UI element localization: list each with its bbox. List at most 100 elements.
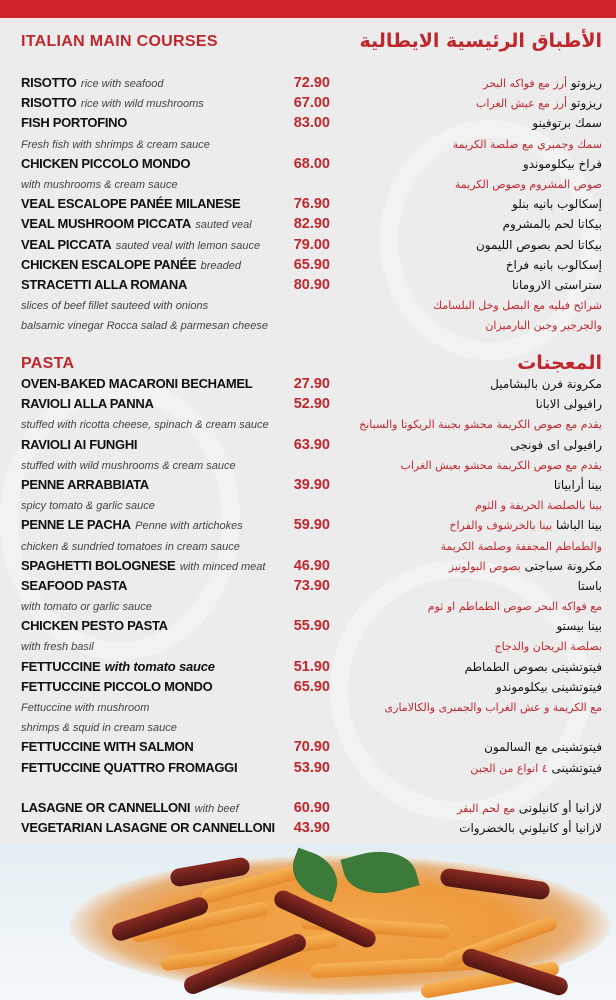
arabic-description: بصلصة الريحان والدجاج: [494, 640, 603, 654]
spacer: [21, 778, 602, 798]
pasta-photo: [0, 845, 616, 1000]
item-description: slices of beef fillet sauteed with onion…: [21, 300, 209, 313]
item-name-arabic: مكرونة سباجتى بصوص البولونيز: [449, 556, 602, 577]
arabic-name: بينا أرابياتا: [553, 477, 602, 492]
item-name: SEAFOOD PASTA: [21, 577, 128, 593]
arabic-name: ريزوتو: [570, 76, 602, 90]
arabic-name: إسكالوب بانيه بنلو: [512, 197, 602, 212]
menu-item: FETTUCCINE PICCOLO MONDO 65.90 فيتوتشينى ب…: [21, 677, 602, 697]
item-name: CHICKEN PICCOLO MONDO: [21, 155, 191, 171]
item-note: stuffed with wild mushrooms & cream sauc…: [21, 455, 602, 475]
arabic-description: بينا بالصلصة الحريفة و الثوم: [474, 499, 602, 513]
item-price: 59.90: [293, 517, 330, 534]
item-price: 70.90: [293, 739, 330, 756]
item-price: 63.90: [293, 436, 330, 453]
item-price: 43.90: [293, 820, 330, 837]
item-note: with tomato or garlic sauce مع فواكه البح…: [21, 596, 602, 616]
arabic-name: فيتوتشينى بيكلوموندو: [495, 679, 602, 694]
menu-item: CHICKEN ESCALOPE PANÉE breaded 65.90 إسكال…: [21, 255, 602, 275]
arabic-name: فيتوتشينى بصوص الطماطم: [464, 659, 602, 674]
item-name-arabic: فيتوتشينى مع السالمون: [484, 737, 602, 757]
item-price: 79.00: [293, 236, 330, 253]
top-red-bar: [0, 0, 616, 18]
item-note: with mushrooms & cream sauce صوص المشروم …: [21, 174, 602, 194]
item-description: Fettuccine with mushroom: [21, 702, 150, 714]
item-description: breaded: [200, 259, 242, 272]
item-note: chicken & sundried tomatoes in cream sau…: [21, 536, 602, 556]
item-price: 80.90: [293, 276, 330, 293]
menu-item: VEAL PICCATA sauted veal with lemon sauc…: [21, 235, 602, 255]
item-name: STRACETTI ALLA ROMANA: [21, 276, 188, 292]
item-name-arabic: فراخ بيكلوموندو: [523, 154, 602, 174]
item-name-arabic: فيتوتشينى بيكلوموندو: [496, 677, 602, 697]
item-price: 39.90: [293, 476, 330, 493]
item-name-arabic: يقدم مع صوص الكريمة محشو بجبنة الريكوتا …: [359, 414, 602, 435]
menu-item: RAVIOLI AI FUNGHI 63.90 رافيولى اى فونجى: [21, 435, 602, 455]
item-note: spicy tomato & garlic sauce بينا بالصلصة …: [21, 495, 602, 515]
item-price: 65.90: [293, 256, 330, 273]
menu-item: SEAFOOD PASTA 73.90 باستا: [21, 576, 602, 596]
item-description: Penne with artichokes: [135, 520, 243, 533]
item-name: RISOTTO: [21, 75, 77, 90]
item-name-arabic: سمك وجمبري مع صلصة الكريمة: [453, 134, 602, 155]
item-note: Fettuccine with mushroom مع الكريمة و عش …: [21, 697, 602, 717]
item-price: 73.90: [293, 577, 330, 594]
arabic-name: ستراستى الارومانا: [512, 277, 602, 292]
item-description: with fresh basil: [21, 641, 94, 654]
arabic-description: يقدم مع صوص الكريمة محشو بعيش الغراب: [400, 458, 602, 472]
item-description: rice with seafood: [80, 78, 164, 90]
item-name: RAVIOLI ALLA PANNA: [21, 396, 154, 412]
item-name: CHICKEN ESCALOPE PANÉE: [21, 256, 197, 272]
arabic-description: ٤ انواع من الجبن: [470, 761, 548, 775]
item-name-arabic: والطماطم المجففة وصلصة الكريمة: [440, 536, 602, 557]
item-description: Fresh fish with shrimps & cream sauce: [21, 138, 210, 151]
item-name-arabic: والجرجير وجبن البارميزان: [485, 315, 602, 336]
item-description: chicken & sundried tomatoes in cream sau…: [21, 540, 240, 553]
arabic-description: بصوص البولونيز: [448, 559, 521, 573]
item-name-arabic: شرائح فيليه مع البصل وخل البلسامك: [433, 295, 602, 316]
item-name-arabic: فيتوتشينى ٤ انواع من الجبن: [470, 758, 602, 779]
menu-item: VEAL ESCALOPE PANÉE MILANESE 76.90 إسكالوب…: [21, 194, 602, 214]
item-description: balsamic vinegar Rocca salad & parmesan …: [21, 320, 269, 333]
item-name: FETTUCCINE PICCOLO MONDO: [21, 678, 213, 694]
item-name-arabic: ريزوتو أرز مع فواكه البحر: [483, 73, 602, 94]
menu-item: STRACETTI ALLA ROMANA 80.90 ستراستى الاروم…: [21, 275, 602, 295]
item-name: FETTUCCINE WITH SALMON: [21, 739, 194, 755]
item-name-arabic: بينا الباشا بينا بالخرشوف والفراخ: [449, 515, 602, 536]
item-description: spicy tomato & garlic sauce: [21, 500, 155, 513]
arabic-description: أرز مع فواكه البحر: [483, 77, 568, 90]
arabic-name: فيتوتشينى: [551, 760, 602, 775]
menu-item: FISH PORTOFINO 83.00 سمك برتوفينو: [21, 113, 602, 133]
arabic-description: يقدم مع صوص الكريمة محشو بجبنة الريكوتا …: [359, 418, 602, 432]
item-name: FETTUCCINE: [21, 658, 101, 674]
item-note: stuffed with ricotta cheese, spinach & c…: [21, 414, 602, 434]
arabic-name: بيكاتا لحم بالمشروم: [502, 217, 602, 232]
item-name-arabic: سمك برتوفينو: [532, 113, 602, 133]
item-description: stuffed with ricotta cheese, spinach & c…: [21, 419, 269, 432]
item-price: 46.90: [293, 557, 330, 574]
item-name: PENNE ARRABBIATA: [21, 476, 149, 492]
arabic-description: صوص المشروم وصوص الكريمة: [454, 177, 602, 191]
item-price: 60.90: [293, 799, 330, 816]
arabic-name: رافيولى اى فونجى: [510, 437, 602, 452]
item-name-arabic: لازانيا أو كانيلونى مع لحم البقر: [457, 798, 602, 819]
item-price: 67.00: [293, 95, 330, 112]
item-name: FISH PORTOFINO: [21, 115, 128, 131]
arabic-name: بيكاتا لحم بصوص الليمون: [475, 237, 602, 252]
item-note: balsamic vinegar Rocca salad & parmesan …: [21, 315, 602, 335]
arabic-description: والجرجير وجبن البارميزان: [485, 319, 602, 333]
item-name: VEGETARIAN LASAGNE OR CANNELLONI: [21, 820, 275, 836]
item-name-arabic: مع فواكه البحر صوص الطماطم او ثوم: [428, 596, 602, 617]
item-name: VEAL MUSHROOM PICCATA: [21, 216, 191, 232]
arabic-description: مع الكريمة و عش الغراب والجمبرى والكالام…: [384, 701, 602, 714]
item-name: FETTUCCINE QUATTRO FROMAGGI: [21, 759, 238, 775]
section-title-ar: المعجنات: [517, 352, 602, 374]
menu-item: CHICKEN PICCOLO MONDO 68.00 فراخ بيكلوموند…: [21, 154, 602, 174]
item-name-arabic: لازانيا أو كانيلوني بالخضروات: [459, 818, 602, 838]
item-name-arabic: رافيولى اى فونجى: [510, 435, 602, 455]
arabic-name: مكرونة فرن بالبشاميل: [490, 377, 602, 391]
item-name-arabic: بينا بالصلصة الحريفة و الثوم: [475, 495, 602, 516]
section-header-main: ITALIAN MAIN COURSES الأطباق الرئيسية ال…: [21, 30, 602, 57]
menu-item: LASAGNE OR CANNELLONI with beef 60.90 لازا…: [21, 798, 602, 818]
menu-item: OVEN-BAKED MACARONI BECHAMEL 27.90 مكرونة …: [21, 374, 602, 394]
